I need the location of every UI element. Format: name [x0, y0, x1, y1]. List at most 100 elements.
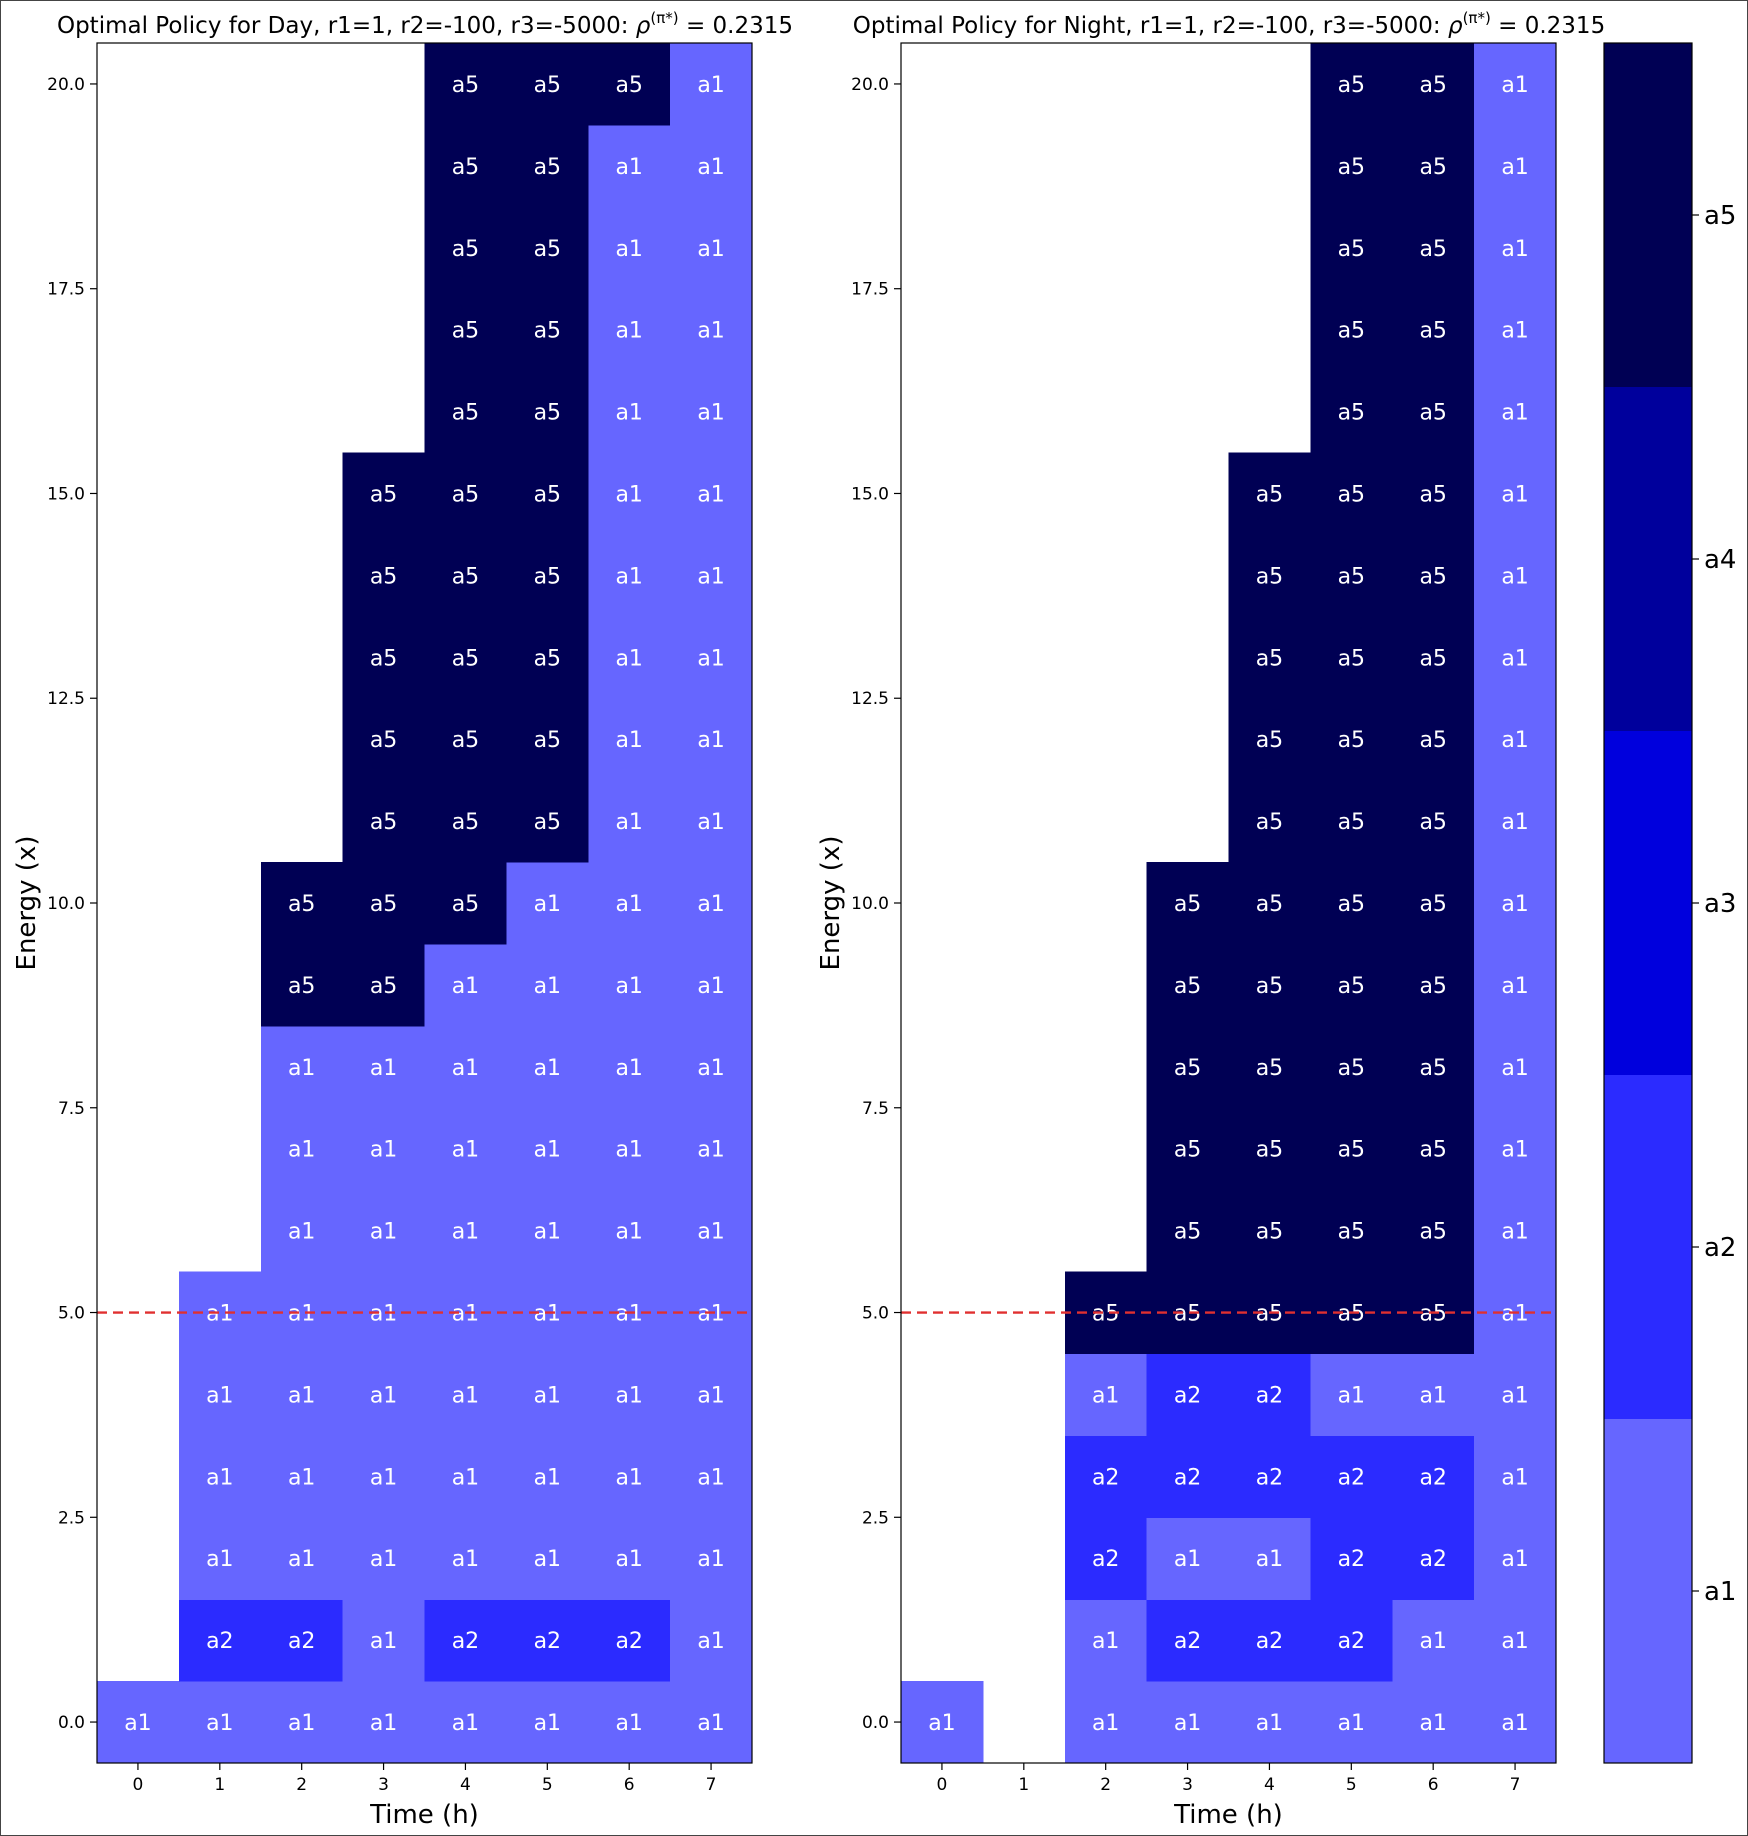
cell-label: a2 — [1419, 1465, 1446, 1490]
cell-label: a1 — [370, 1302, 397, 1327]
cell-label: a1 — [615, 1220, 642, 1245]
cell-a2 — [1310, 1517, 1393, 1600]
cell-label: a5 — [370, 810, 397, 835]
cell-label: a1 — [615, 1383, 642, 1408]
cell-a5 — [1146, 1107, 1230, 1191]
cell-label: a5 — [1419, 1302, 1446, 1327]
cell-label: a5 — [1419, 1056, 1446, 1081]
cell-label: a1 — [1419, 1383, 1446, 1408]
cell-label: a1 — [288, 1138, 315, 1163]
cell-a5 — [1146, 862, 1230, 945]
title-rho: ρ — [1448, 13, 1463, 39]
cell-a5 — [424, 616, 507, 699]
cell-label: a1 — [697, 482, 724, 507]
cell-label: a1 — [697, 319, 724, 344]
cell-label: a5 — [534, 646, 561, 671]
cell-label: a2 — [206, 1629, 233, 1654]
cell-a5 — [506, 370, 589, 454]
cell-label: a1 — [452, 1465, 479, 1490]
cell-label: a1 — [615, 974, 642, 999]
cell-a1 — [1474, 616, 1557, 699]
cell-a5 — [1392, 1189, 1475, 1273]
cell-label: a1 — [370, 1465, 397, 1490]
cell-label: a1 — [1501, 974, 1528, 999]
y-tick-label: 7.5 — [862, 1099, 889, 1119]
cell-a5 — [1310, 943, 1393, 1027]
cell-label: a1 — [370, 1138, 397, 1163]
cell-a1 — [670, 124, 753, 208]
cell-a5 — [1392, 43, 1475, 126]
cell-a1 — [1064, 1353, 1148, 1436]
cell-a5 — [424, 206, 507, 290]
cell-a2 — [1392, 1435, 1475, 1518]
title-superscript: (π*) — [1463, 9, 1491, 27]
cell-a5 — [1392, 780, 1475, 863]
cell-a1 — [1474, 943, 1557, 1027]
cell-label: a1 — [534, 1465, 561, 1490]
cell-label: a5 — [1338, 974, 1365, 999]
cell-label: a5 — [1338, 1302, 1365, 1327]
cell-label: a5 — [1174, 1302, 1201, 1327]
y-tick-label: 2.5 — [862, 1508, 889, 1528]
cell-label: a2 — [534, 1629, 561, 1654]
cell-a5 — [1228, 943, 1311, 1027]
cell-a1 — [424, 943, 507, 1027]
cell-a5 — [1310, 370, 1393, 454]
cell-label: a1 — [697, 892, 724, 917]
cell-label: a1 — [615, 155, 642, 180]
cell-a5 — [1310, 206, 1393, 290]
cell-label: a5 — [1174, 892, 1201, 917]
cell-label: a5 — [534, 237, 561, 262]
cell-a1 — [670, 1189, 753, 1273]
cell-a1 — [178, 1681, 262, 1764]
title-main: Optimal Policy for Night, r1=1, r2=-100,… — [853, 13, 1448, 39]
cell-label: a1 — [697, 728, 724, 753]
cell-a5 — [424, 43, 507, 126]
cell-label: a5 — [1419, 401, 1446, 426]
cell-label: a1 — [1501, 1383, 1528, 1408]
cell-a2 — [1228, 1599, 1311, 1682]
cell-label: a5 — [452, 892, 479, 917]
x-tick-label: 6 — [1428, 1775, 1439, 1795]
cell-a5 — [1310, 1189, 1393, 1273]
cell-label: a1 — [1501, 401, 1528, 426]
cell-a1 — [1474, 43, 1557, 126]
cell-label: a1 — [534, 1383, 561, 1408]
cell-a1 — [342, 1107, 426, 1191]
title-main: Optimal Policy for Day, r1=1, r2=-100, r… — [57, 13, 636, 39]
cell-a1 — [588, 124, 671, 208]
cell-label: a1 — [206, 1547, 233, 1572]
cell-label: a5 — [1256, 1220, 1283, 1245]
cell-a5 — [424, 534, 507, 617]
cell-label: a5 — [1338, 1138, 1365, 1163]
cell-label: a1 — [697, 155, 724, 180]
cell-a1 — [1064, 1599, 1148, 1682]
cell-a5 — [1392, 370, 1475, 454]
cell-a1 — [424, 1435, 507, 1518]
cell-label: a1 — [1419, 1711, 1446, 1736]
cell-a1 — [588, 1517, 671, 1600]
cell-a1 — [1392, 1681, 1475, 1764]
night-policy-panel: a1 a1 a1 a2 a2 a1 a5 a1 a2 a1 a2 a2 a5 a5 a5 a5 a5 a5 a1 a2… — [816, 9, 1605, 1830]
cell-label: a5 — [370, 482, 397, 507]
colorbar-segment-a2 — [1604, 1075, 1692, 1420]
cell-label: a1 — [615, 482, 642, 507]
cell-a1 — [670, 288, 753, 372]
cell-label: a5 — [1419, 1220, 1446, 1245]
cell-label: a5 — [1256, 810, 1283, 835]
cell-label: a1 — [1501, 319, 1528, 344]
cell-label: a1 — [452, 1547, 479, 1572]
cell-a5 — [1310, 288, 1393, 372]
cell-a1 — [1474, 206, 1557, 290]
cell-a1 — [1474, 780, 1557, 863]
cell-a5 — [1228, 780, 1311, 863]
cell-label: a1 — [697, 810, 724, 835]
cell-label: a5 — [1419, 73, 1446, 98]
cell-a1 — [260, 1517, 344, 1600]
cell-label: a5 — [452, 646, 479, 671]
cell-label: a2 — [1174, 1629, 1201, 1654]
cell-label: a1 — [697, 1220, 724, 1245]
title-value: = 0.2315 — [679, 13, 793, 39]
cell-a5 — [506, 616, 589, 699]
cell-a1 — [1474, 1599, 1557, 1682]
